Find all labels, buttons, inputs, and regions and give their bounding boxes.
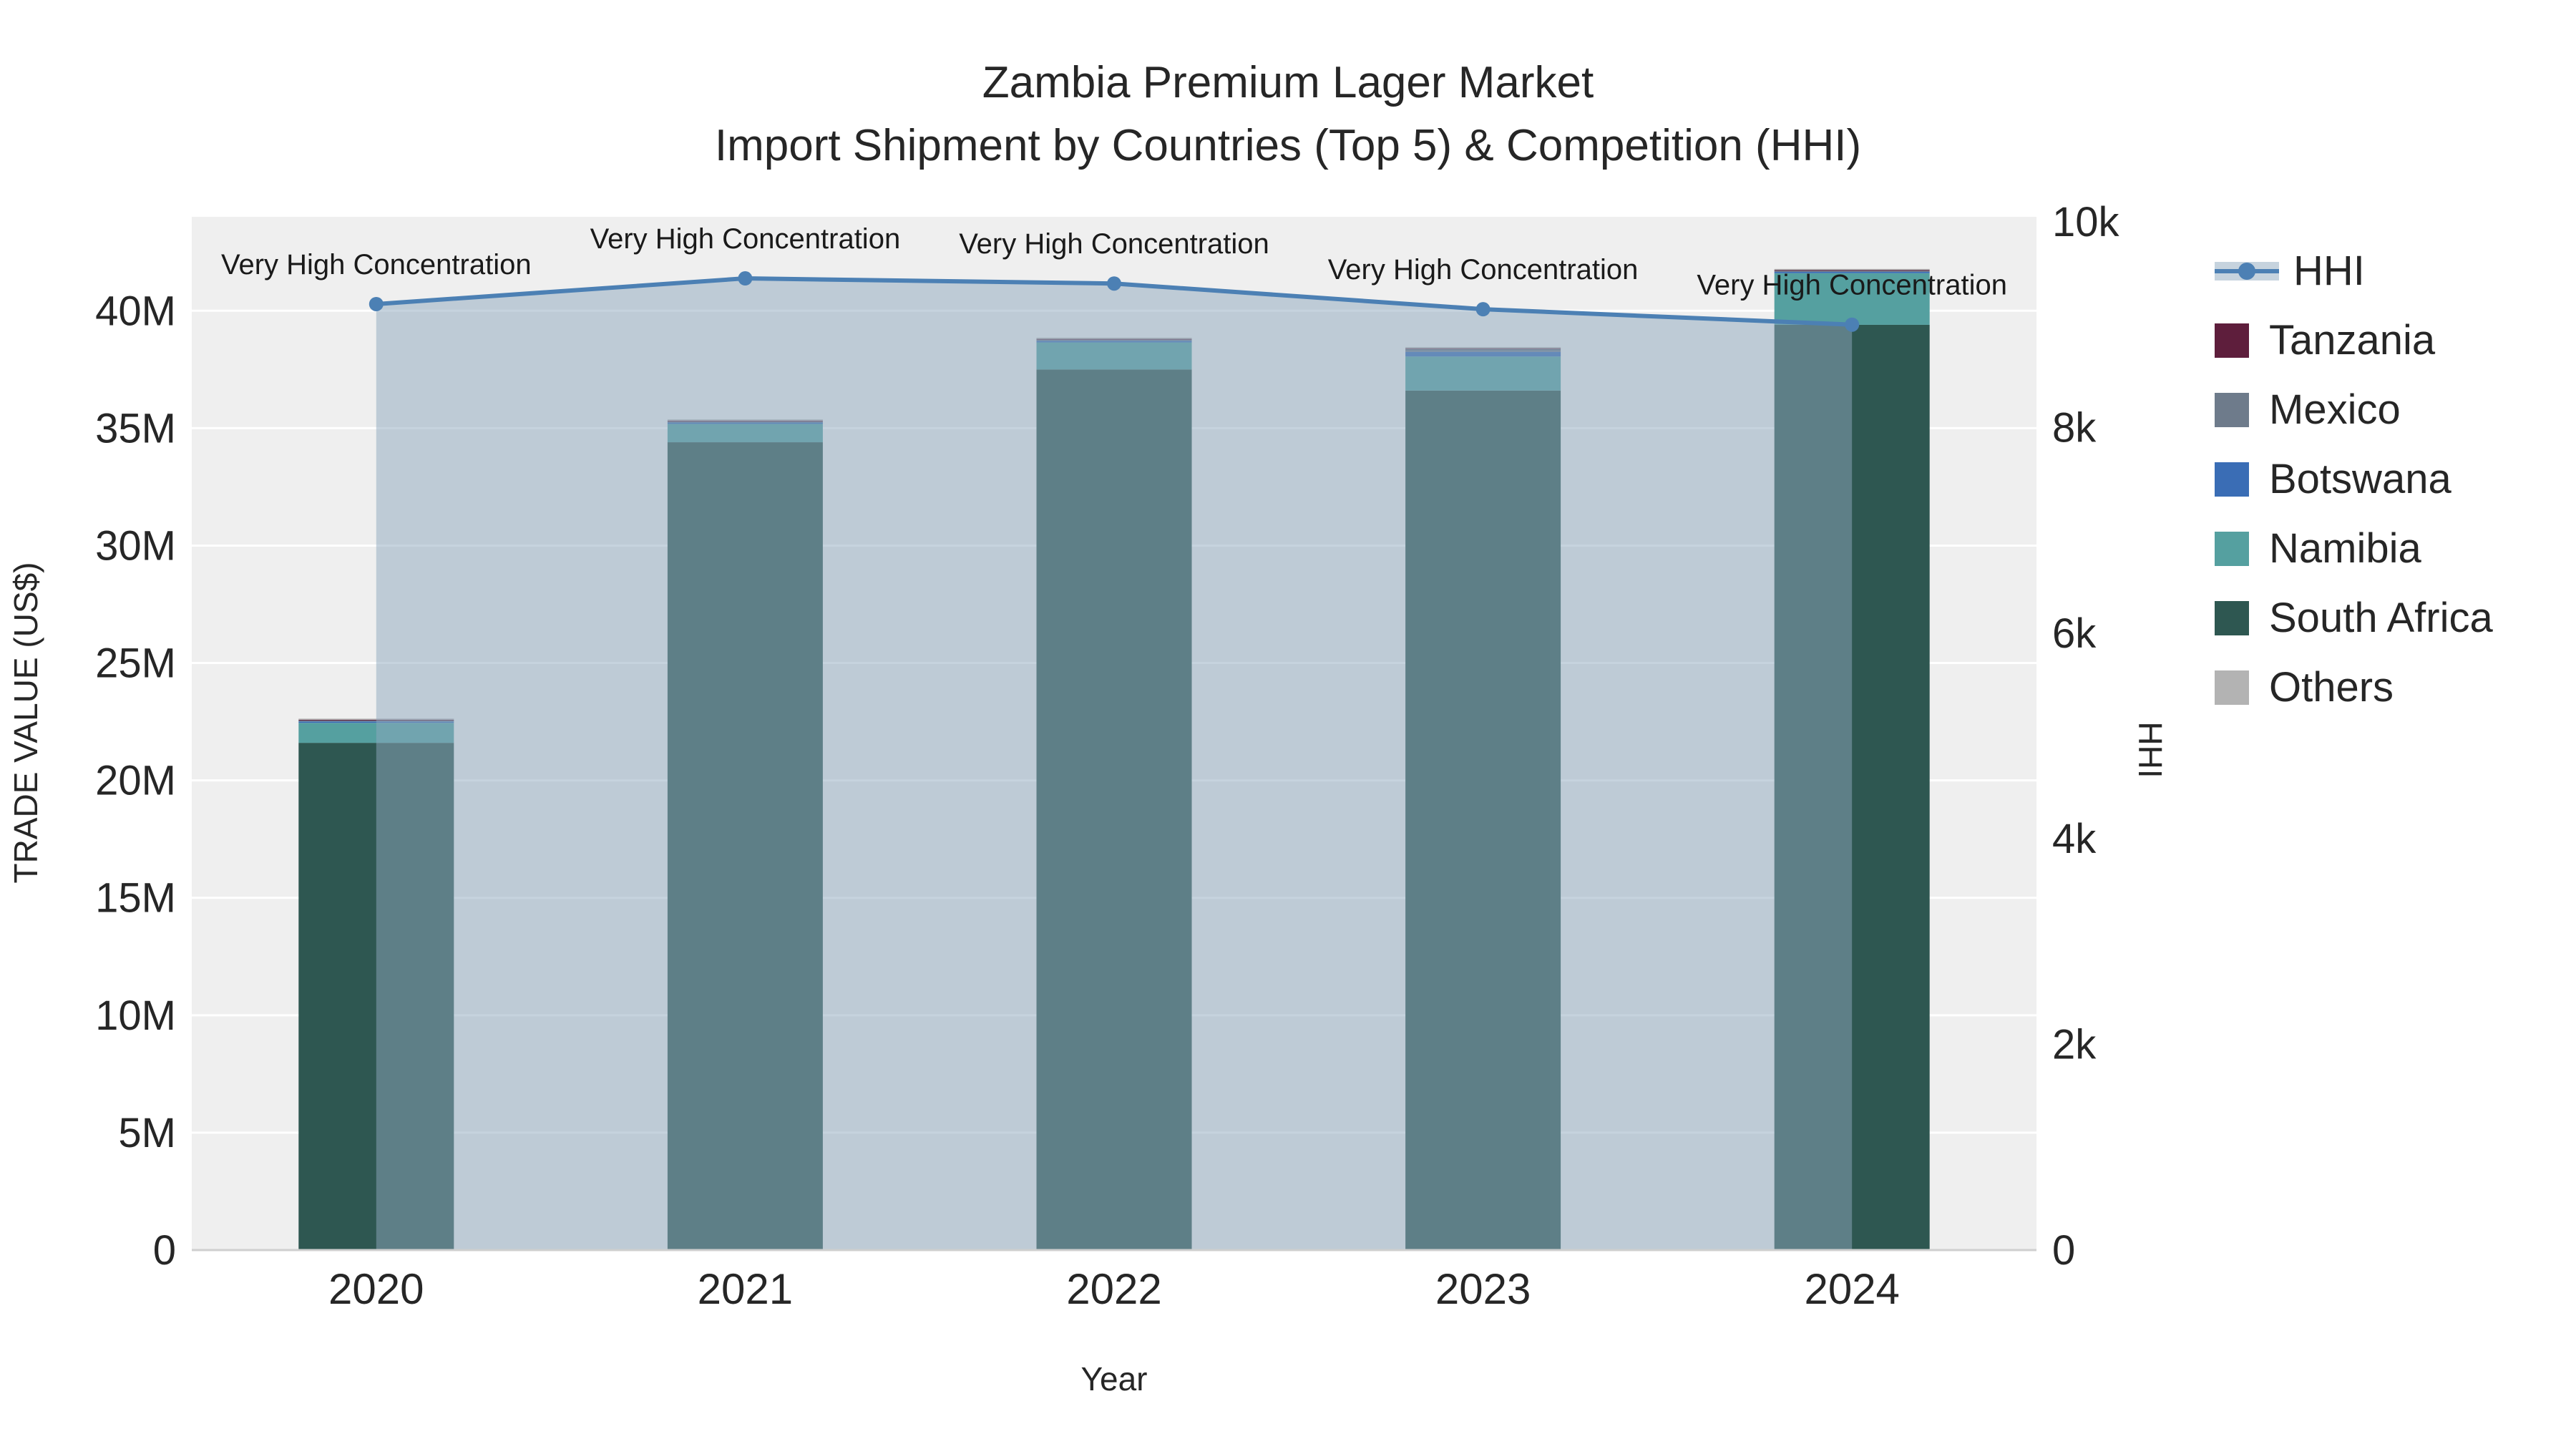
y-right-tick-label: 2k xyxy=(2052,1022,2097,1068)
chart-title-block: Zambia Premium Lager Market Import Shipm… xyxy=(0,52,2576,177)
y-right-tick-label: 4k xyxy=(2052,816,2097,862)
y-right-tick-label: 6k xyxy=(2052,610,2097,657)
legend-swatch-icon xyxy=(2215,462,2249,497)
y-left-tick-label: 5M xyxy=(118,1110,176,1156)
legend-item-mexico[interactable]: Mexico xyxy=(2215,375,2572,444)
legend-label: Namibia xyxy=(2269,525,2421,572)
x-tick-label: 2020 xyxy=(328,1265,424,1313)
legend-swatch-icon xyxy=(2215,392,2249,427)
annotation-2022: Very High Concentration xyxy=(959,228,1269,260)
x-tick-label: 2023 xyxy=(1435,1265,1531,1313)
legend-swatch-icon xyxy=(2215,531,2249,566)
hhi-area-fill xyxy=(376,278,1853,1250)
bar-segment-botswana-2024 xyxy=(1774,271,1930,273)
annotation-2024: Very High Concentration xyxy=(1697,270,2007,301)
bar-segment-mexico-2024 xyxy=(1774,270,1930,272)
legend-item-namibia[interactable]: Namibia xyxy=(2215,514,2572,583)
hhi-marker-2020 xyxy=(369,296,384,311)
chart-subtitle: Import Shipment by Countries (Top 5) & C… xyxy=(714,121,1862,170)
y-left-tick-label: 30M xyxy=(95,522,176,569)
legend-label: South Africa xyxy=(2269,595,2493,641)
y-left-tick-label: 35M xyxy=(95,405,176,452)
legend-label: Tanzania xyxy=(2269,317,2436,364)
legend-item-others[interactable]: Others xyxy=(2215,653,2572,722)
annotation-2023: Very High Concentration xyxy=(1328,254,1639,286)
bar-segment-namibia-2024 xyxy=(1774,273,1930,325)
y-right-tick-label: 0 xyxy=(2052,1227,2075,1274)
legend-item-tanzania[interactable]: Tanzania xyxy=(2215,306,2572,375)
x-tick-label: 2022 xyxy=(1066,1265,1161,1313)
y-left-tick-label: 15M xyxy=(95,875,176,922)
y-right-tick-label: 8k xyxy=(2052,404,2097,451)
legend-label: HHI xyxy=(2293,248,2365,294)
legend-swatch-icon xyxy=(2215,600,2249,635)
hhi-marker-2021 xyxy=(738,271,753,286)
legend-label: Others xyxy=(2269,664,2394,711)
legend-label: Botswana xyxy=(2269,456,2451,502)
y-right-tick-label: 10k xyxy=(2052,199,2120,245)
legend-line-icon xyxy=(2215,256,2279,286)
legend-swatch-icon xyxy=(2215,323,2249,358)
chart-title: Zambia Premium Lager Market xyxy=(982,58,1594,107)
bar-segment-others-2024 xyxy=(1774,268,1930,270)
y-axis-title-right: HHI xyxy=(2132,721,2169,779)
hhi-marker-2023 xyxy=(1475,302,1491,317)
hhi-marker-2022 xyxy=(1107,276,1121,291)
legend-swatch-icon xyxy=(2215,670,2249,705)
y-left-tick-label: 0 xyxy=(153,1227,176,1274)
y-left-tick-label: 20M xyxy=(95,758,176,804)
legend-label: Mexico xyxy=(2269,386,2401,433)
annotation-2021: Very High Concentration xyxy=(590,223,901,255)
x-axis-title: Year xyxy=(1080,1360,1148,1397)
y-left-tick-label: 25M xyxy=(95,640,176,687)
y-left-tick-label: 10M xyxy=(95,992,176,1039)
legend-item-hhi[interactable]: HHI xyxy=(2215,236,2572,306)
hhi-marker-2024 xyxy=(1845,317,1860,332)
y-left-tick-label: 40M xyxy=(95,288,176,334)
x-tick-label: 2021 xyxy=(698,1265,793,1313)
annotation-2020: Very High Concentration xyxy=(221,249,532,280)
legend-item-south-africa[interactable]: South Africa xyxy=(2215,583,2572,653)
y-axis-title-left: TRADE VALUE (US$) xyxy=(7,562,44,884)
legend-item-botswana[interactable]: Botswana xyxy=(2215,444,2572,514)
x-tick-label: 2024 xyxy=(1804,1265,1899,1313)
chart-legend: HHI Tanzania Mexico Botswana Namibia South Af… xyxy=(2215,236,2572,722)
